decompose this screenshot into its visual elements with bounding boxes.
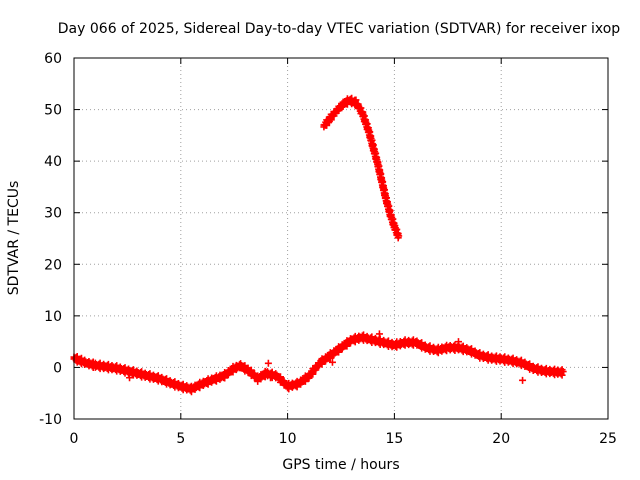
x-tick-label: 10 (279, 431, 297, 447)
data-point-marker (221, 374, 229, 382)
data-point-marker (395, 232, 403, 240)
y-tick-label: 60 (44, 51, 62, 67)
x-tick-label: 0 (70, 431, 79, 447)
data-point-marker (557, 369, 565, 377)
x-tick-label: 20 (492, 431, 510, 447)
y-tick-label: 0 (53, 360, 62, 376)
data-point-marker (519, 376, 527, 384)
data-point-marker (327, 116, 335, 124)
data-point-marker (343, 342, 351, 350)
data-point-marker (126, 374, 134, 382)
plot-frame (73, 57, 609, 420)
axis-ticks: 0 5 10 15 20 25 -10 0 10 20 30 40 50 60 (39, 51, 617, 447)
data-point-marker (323, 121, 331, 129)
data-point-marker (145, 371, 153, 379)
series-1 (320, 94, 403, 242)
grid-lines (74, 58, 608, 419)
data-point-marker (375, 330, 383, 338)
y-axis-label: SDTVAR / TECUs (6, 181, 22, 296)
data-point-marker (454, 338, 462, 346)
data-point-marker (301, 377, 309, 385)
data-point-marker (264, 359, 272, 367)
data-series (70, 94, 567, 396)
chart-title: Day 066 of 2025, Sidereal Day-to-day VTE… (58, 21, 621, 37)
y-tick-label: 50 (44, 103, 62, 119)
x-axis-label: GPS time / hours (282, 457, 399, 473)
y-tick-label: 10 (44, 309, 62, 325)
data-point-marker (328, 358, 336, 366)
y-tick-label: 20 (44, 257, 62, 273)
data-point-marker (267, 374, 275, 382)
y-tick-label: -10 (39, 412, 62, 428)
data-point-marker (335, 348, 343, 356)
y-tick-label: 30 (44, 206, 62, 222)
x-tick-label: 25 (599, 431, 617, 447)
x-tick-label: 15 (385, 431, 403, 447)
series-0 (70, 331, 567, 396)
data-point-marker (326, 354, 334, 362)
x-tick-label: 5 (176, 431, 185, 447)
data-point-marker (318, 360, 326, 368)
data-point-marker (309, 370, 317, 378)
y-tick-label: 40 (44, 154, 62, 170)
series-2 (126, 330, 565, 384)
